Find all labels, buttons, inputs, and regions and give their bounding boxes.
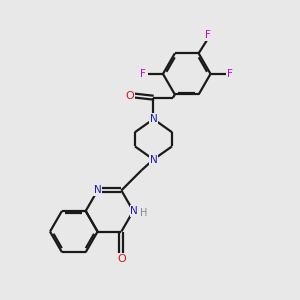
Text: F: F: [227, 69, 233, 79]
Text: N: N: [150, 114, 157, 124]
Text: N: N: [150, 154, 157, 164]
Text: F: F: [205, 30, 211, 40]
Text: H: H: [140, 208, 148, 218]
Text: O: O: [125, 91, 134, 100]
Text: O: O: [117, 254, 126, 263]
Text: F: F: [140, 69, 146, 79]
Text: N: N: [130, 206, 138, 216]
Text: N: N: [94, 185, 101, 195]
